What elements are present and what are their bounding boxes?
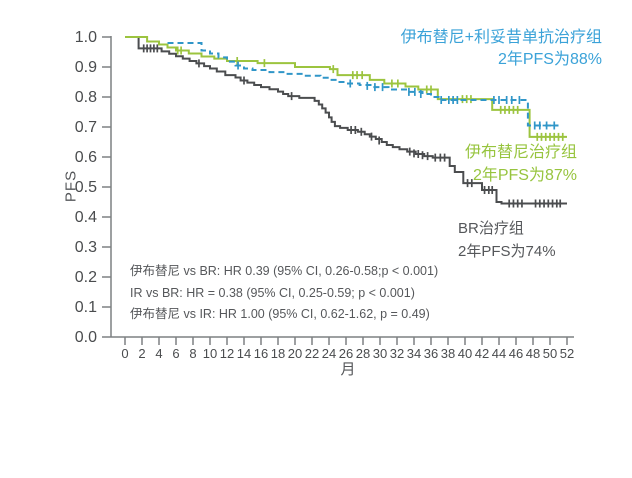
group-label-ir-pfs: 2年PFS为88% [497, 51, 602, 68]
group-label-ibrutinib-pfs: 2年PFS为87% [472, 167, 577, 184]
x-tick-label: 36 [424, 346, 438, 361]
x-tick-label: 50 [543, 346, 557, 361]
y-tick-label: 0.0 [75, 329, 97, 346]
x-tick-label: 8 [189, 346, 196, 361]
group-label-ir-name: 伊布替尼+利妥昔单抗治疗组 [400, 29, 602, 46]
x-tick-label: 0 [121, 346, 128, 361]
x-tick-label: 10 [203, 346, 217, 361]
x-tick-label: 40 [458, 346, 472, 361]
x-axis-title: 月 [340, 361, 356, 378]
x-tick-label: 14 [237, 346, 251, 361]
x-tick-label: 38 [441, 346, 455, 361]
x-tick-label: 18 [271, 346, 285, 361]
hr-annotations: 伊布替尼 vs BR: HR 0.39 (95% CI, 0.26-0.58;p… [130, 261, 438, 326]
hr-annotation-line3: 伊布替尼 vs IR: HR 1.00 (95% CI, 0.62-1.62, … [130, 307, 430, 321]
y-tick-label: 0.9 [75, 59, 97, 76]
group-label-ir: 伊布替尼+利妥昔单抗治疗组 2年PFS为88% [401, 27, 602, 71]
x-tick-label: 16 [254, 346, 268, 361]
y-tick-label: 0.6 [75, 149, 97, 166]
x-tick-label: 34 [407, 346, 421, 361]
hr-annotation-line1: 伊布替尼 vs BR: HR 0.39 (95% CI, 0.26-0.58;p… [130, 264, 439, 278]
y-tick-label: 0.1 [75, 299, 97, 316]
x-tick-label: 26 [339, 346, 353, 361]
y-tick-label: 0.3 [75, 239, 97, 256]
x-tick-label: 24 [322, 346, 336, 361]
y-tick-label: 0.5 [75, 179, 97, 196]
x-tick-label: 20 [288, 346, 302, 361]
group-label-ibrutinib: 伊布替尼治疗组 2年PFS为87% [465, 141, 577, 187]
group-label-ibrutinib-name: 伊布替尼治疗组 [464, 144, 577, 161]
x-tick-label: 48 [526, 346, 540, 361]
y-tick-label: 0.2 [75, 269, 97, 286]
x-tick-label: 30 [373, 346, 387, 361]
x-tick-label: 46 [509, 346, 523, 361]
y-tick-label: 0.7 [75, 119, 97, 136]
y-axis-title: PFS [62, 169, 80, 203]
group-label-br-pfs: 2年PFS为74% [458, 243, 556, 260]
group-label-br-name: BR治疗组 [458, 220, 524, 237]
x-tick-label: 22 [305, 346, 319, 361]
y-tick-label: 0.4 [75, 209, 97, 226]
x-tick-label: 42 [475, 346, 489, 361]
x-tick-label: 32 [390, 346, 404, 361]
x-tick-label: 12 [220, 346, 234, 361]
y-tick-label: 0.8 [75, 89, 97, 106]
y-tick-label: 1.0 [75, 29, 97, 46]
group-label-br: BR治疗组 2年PFS为74% [458, 217, 556, 263]
x-tick-label: 2 [138, 346, 145, 361]
x-tick-label: 44 [492, 346, 506, 361]
km-curve-0 [167, 42, 559, 127]
km-curve-1 [125, 36, 567, 138]
x-tick-label: 52 [560, 346, 574, 361]
x-tick-label: 28 [356, 346, 370, 361]
hr-annotation-line2: IR vs BR: HR = 0.38 (95% CI, 0.25-0.59; … [130, 285, 415, 300]
x-tick-label: 6 [172, 346, 179, 361]
x-tick-label: 4 [155, 346, 162, 361]
